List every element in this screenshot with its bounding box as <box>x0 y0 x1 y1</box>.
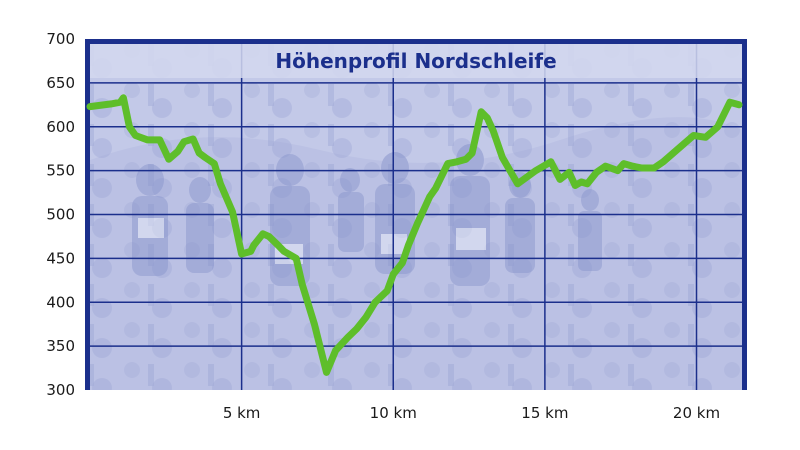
elevation-point <box>584 180 591 187</box>
elevation-point <box>229 208 236 216</box>
grid <box>90 44 742 390</box>
elevation-point <box>414 220 421 227</box>
y-axis: 300 350 400 450 500 550 600 650 700 <box>46 30 75 399</box>
elevation-point <box>274 242 282 249</box>
elevation-point <box>299 281 306 288</box>
elevation-point <box>514 180 521 187</box>
elevation-point <box>383 287 391 295</box>
elevation-point <box>650 164 658 172</box>
elevation-point <box>702 134 709 141</box>
elevation-point <box>144 136 151 144</box>
x-tick-label: 10 km <box>370 404 417 422</box>
elevation-point <box>189 135 197 143</box>
elevation-point <box>453 158 461 166</box>
elevation-point <box>478 108 485 116</box>
y-tick-label: 700 <box>46 30 75 48</box>
elevation-point <box>572 182 579 189</box>
elevation-point <box>444 160 452 167</box>
elevation-point <box>593 169 600 176</box>
y-tick-label: 350 <box>46 337 75 355</box>
x-tick-label: 15 km <box>521 404 568 422</box>
y-tick-label: 650 <box>46 74 75 92</box>
elevation-point <box>735 101 743 109</box>
y-tick-label: 400 <box>46 293 75 311</box>
elevation-line <box>86 94 743 376</box>
elevation-point <box>202 154 209 161</box>
elevation-point <box>468 149 476 157</box>
elevation-point <box>490 127 497 135</box>
elevation-point <box>362 313 370 321</box>
elevation-point <box>638 164 646 172</box>
elevation-point <box>238 250 245 258</box>
elevation-point <box>132 132 139 139</box>
elevation-point <box>620 160 627 167</box>
elevation-point <box>556 176 564 183</box>
elevation-point <box>311 320 318 328</box>
elevation-point <box>86 103 94 110</box>
elevation-point <box>265 233 273 240</box>
y-tick-label: 550 <box>46 162 75 180</box>
elevation-point <box>532 167 539 174</box>
elevation-point <box>108 100 115 108</box>
elevation-point <box>323 369 330 376</box>
elevation-point <box>332 347 339 354</box>
elevation-point <box>353 325 361 332</box>
elevation-point <box>547 158 555 166</box>
elevation-points <box>86 94 743 376</box>
title-band <box>90 44 742 78</box>
elevation-point <box>726 98 734 106</box>
elevation-point <box>250 242 257 249</box>
elevation-point <box>675 145 682 152</box>
elevation-point <box>432 184 439 192</box>
y-tick-label: 500 <box>46 206 75 224</box>
elevation-point <box>180 138 188 145</box>
elevation-point <box>126 123 133 130</box>
elevation-point <box>280 248 288 255</box>
x-axis: 5 km 10 km 15 km 20 km <box>223 404 720 422</box>
elevation-point <box>426 193 433 201</box>
elevation-point <box>390 270 397 278</box>
elevation-point <box>247 248 254 255</box>
elevation-point <box>462 156 470 163</box>
elevation-point <box>614 167 621 174</box>
y-tick-label: 300 <box>46 381 75 399</box>
elevation-point <box>120 94 127 101</box>
elevation-point <box>371 299 379 306</box>
elevation-point <box>217 180 224 187</box>
chart-title: Höhenprofil Nordschleife <box>275 49 556 73</box>
elevation-point <box>344 334 351 341</box>
elevation-point <box>499 154 506 161</box>
elevation-point <box>195 149 203 157</box>
elevation-point <box>690 132 697 139</box>
elevation-point <box>165 156 173 163</box>
elevation-point <box>659 158 667 166</box>
elevation-point <box>174 148 182 155</box>
elevation-point <box>565 169 573 176</box>
elevation-point <box>405 242 412 249</box>
elevation-point <box>484 114 491 122</box>
elevation-point <box>156 136 163 144</box>
y-tick-label: 450 <box>46 249 75 267</box>
elevation-point <box>259 230 267 238</box>
elevation-point <box>714 123 721 130</box>
x-tick-label: 20 km <box>673 404 720 422</box>
x-tick-label: 5 km <box>223 404 261 422</box>
elevation-point <box>293 255 300 262</box>
elevation-point <box>211 160 218 167</box>
elevation-point <box>629 163 637 170</box>
elevation-point <box>578 178 585 186</box>
elevation-point <box>399 259 406 266</box>
elevation-point <box>602 163 609 170</box>
y-tick-label: 600 <box>46 118 75 136</box>
